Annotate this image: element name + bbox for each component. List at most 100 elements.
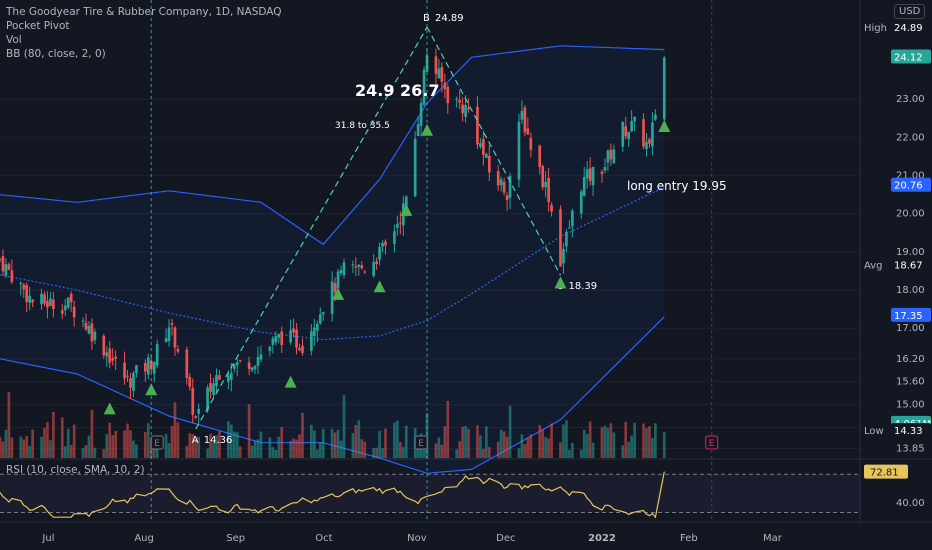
volume-bar: [591, 442, 595, 458]
price-tag-value: 17.35: [894, 311, 923, 322]
volume-bar: [129, 430, 132, 458]
candle-body: [651, 122, 654, 147]
volume-bar: [499, 429, 503, 458]
candle-body: [579, 191, 583, 214]
candle-body: [212, 383, 215, 396]
volume-bar: [93, 447, 97, 458]
earnings-marker: [414, 435, 428, 450]
candle-body: [247, 362, 251, 370]
volume-bar: [301, 412, 304, 458]
volume-bar: [606, 427, 610, 458]
volume-bar: [363, 441, 367, 458]
candle-body: [443, 82, 447, 90]
indicator-volume[interactable]: Vol: [6, 34, 22, 46]
candle-body: [170, 323, 174, 325]
candle-body: [313, 327, 316, 336]
indicator-rsi[interactable]: RSI (10, close, SMA, 10, 2): [6, 464, 145, 476]
volume-bar: [502, 431, 506, 458]
currency-badge[interactable]: USD: [894, 4, 926, 19]
volume-bar: [529, 434, 533, 458]
volume-bar: [310, 424, 313, 458]
volume-bar: [72, 424, 76, 458]
candle-body: [277, 334, 281, 338]
volume-bar: [321, 428, 325, 458]
volume-bar: [360, 439, 364, 458]
candle-body: [502, 181, 506, 193]
volume-bar: [565, 420, 568, 458]
candle-body: [482, 139, 485, 155]
candle-body: [301, 345, 304, 353]
candle-body: [167, 327, 171, 341]
volume-bar: [434, 443, 438, 458]
price-tick-label: 13.85: [896, 443, 925, 454]
candle-body: [146, 357, 150, 375]
candle-body: [4, 264, 8, 276]
volume-bar: [487, 447, 491, 458]
range-annotation: 31.8 to 35.5: [335, 121, 390, 131]
volume-bar: [520, 434, 524, 458]
volume-bar: [188, 433, 192, 458]
candle-body: [188, 376, 192, 387]
volume-bar: [654, 423, 657, 458]
volume-bar: [108, 422, 112, 458]
candle-body: [123, 362, 126, 379]
pocket-pivot-triangle: [373, 280, 386, 293]
volume-bar: [375, 447, 378, 458]
candle-body: [413, 139, 417, 197]
time-axis: Jul Aug Sep Oct Nov Dec 2022 Feb Mar: [41, 533, 782, 544]
time-tick-label: Feb: [680, 533, 698, 544]
volume-bar: [612, 432, 616, 458]
candle-body: [342, 262, 346, 275]
candle-body: [333, 283, 337, 293]
volume-bar: [523, 444, 527, 458]
volume-bar: [313, 430, 316, 458]
earnings-marker: [150, 435, 164, 450]
volume-bar: [609, 423, 613, 458]
volume-bar: [218, 431, 221, 458]
indicator-bollinger[interactable]: BB (80, close, 2, 0): [6, 48, 106, 60]
candle-body: [375, 261, 378, 264]
volume-bar: [416, 443, 420, 458]
price-tag-box: [891, 177, 931, 192]
indicator-pocket-pivot[interactable]: Pocket Pivot: [6, 20, 70, 32]
candle-body: [191, 387, 195, 415]
candle-body: [508, 176, 512, 198]
volume-bar: [111, 435, 115, 458]
candle-body: [7, 264, 11, 270]
volume-bar: [135, 444, 138, 458]
earnings-letter: E: [709, 439, 715, 449]
volume-bar: [318, 442, 322, 458]
candle-body: [10, 270, 14, 283]
volume-bar: [526, 437, 530, 458]
volume-bar: [295, 439, 298, 458]
candle-body: [499, 179, 503, 186]
rsi-band: [0, 474, 860, 513]
price-tag-box: [891, 257, 931, 272]
candle-body: [437, 68, 441, 79]
volume-bar: [582, 429, 586, 458]
price-tag-label: High: [864, 23, 887, 34]
candle-body: [633, 116, 636, 122]
price-tag-label: Low: [864, 426, 884, 437]
price-tick-label: 15.60: [896, 377, 925, 388]
price-tick-label: 22.00: [896, 132, 925, 143]
volume-bar: [333, 432, 337, 458]
volume-bar: [259, 431, 263, 458]
price-tick-label: 20.00: [896, 209, 925, 220]
candle-body: [63, 305, 67, 311]
volume-bar: [247, 404, 251, 458]
volume-bar: [229, 424, 233, 458]
candle-body: [52, 299, 55, 310]
bb-fill: [0, 45, 665, 474]
candle-body: [520, 111, 524, 120]
volume-bar: [7, 391, 11, 458]
volume-bar: [232, 431, 236, 458]
volume-bar: [393, 422, 396, 458]
time-tick-label: Mar: [763, 533, 783, 544]
volume-bar: [354, 424, 358, 458]
volume-bar: [212, 442, 215, 458]
price-tag-value: 24.89: [894, 23, 923, 34]
